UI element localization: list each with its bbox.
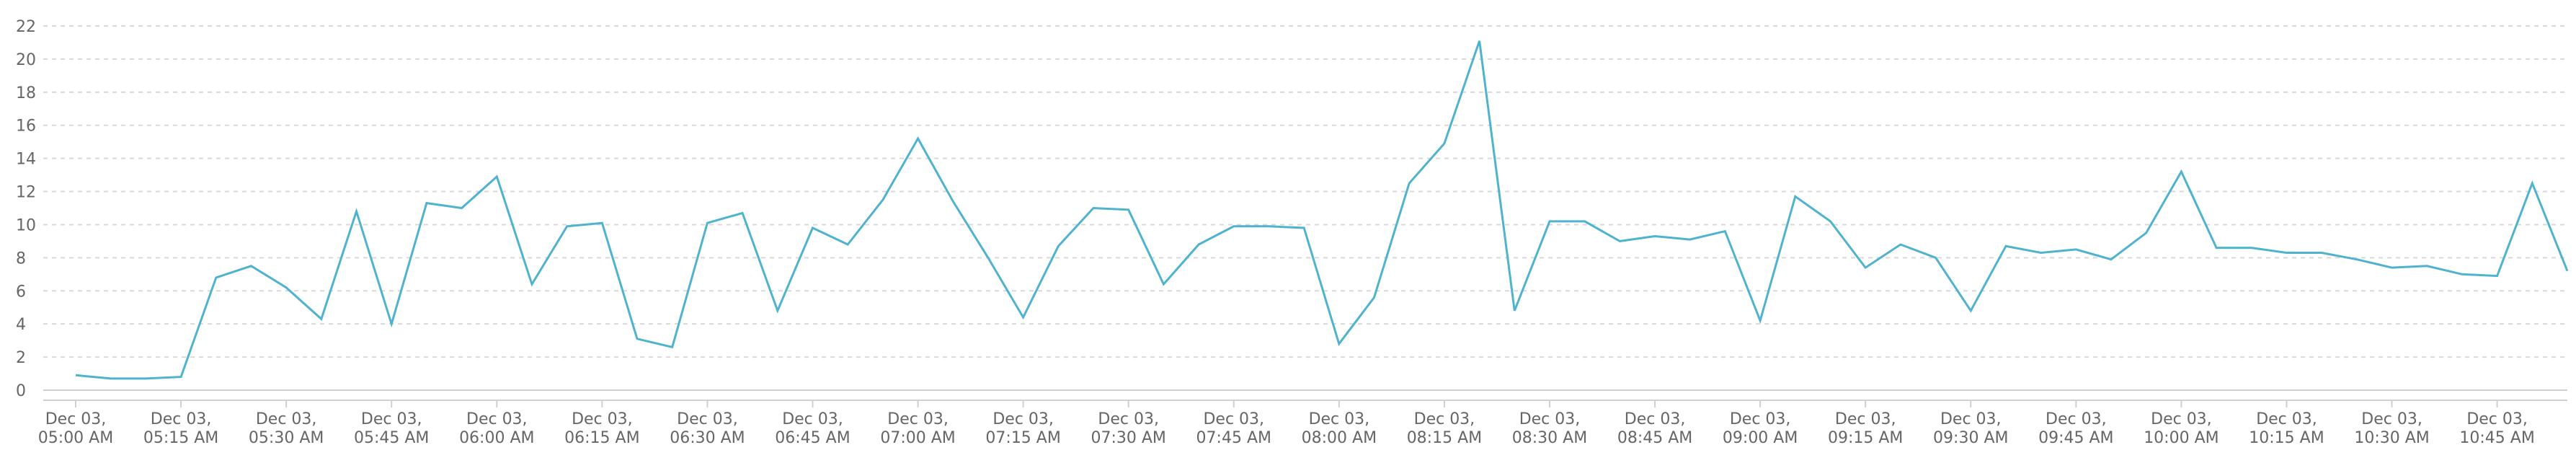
x-tick-label-time: 08:45 AM bbox=[1617, 429, 1692, 447]
x-tick-label-date: Dec 03, bbox=[256, 410, 317, 428]
x-tick-label-time: 09:30 AM bbox=[1933, 429, 2008, 447]
y-tick-label: 20 bbox=[16, 51, 36, 69]
y-tick-label: 2 bbox=[16, 349, 26, 367]
x-tick-label-time: 08:30 AM bbox=[1512, 429, 1587, 447]
x-tick-label-time: 06:45 AM bbox=[775, 429, 850, 447]
y-tick-label: 16 bbox=[16, 118, 36, 136]
x-tick-label-time: 05:15 AM bbox=[143, 429, 218, 447]
x-tick-label-time: 06:30 AM bbox=[670, 429, 745, 447]
x-tick-label-date: Dec 03, bbox=[2361, 410, 2422, 428]
y-tick-label: 14 bbox=[16, 151, 36, 169]
x-tick-label-time: 08:00 AM bbox=[1302, 429, 1377, 447]
x-tick-label-date: Dec 03, bbox=[572, 410, 633, 428]
x-tick-label-date: Dec 03, bbox=[1730, 410, 1791, 428]
x-tick-label-date: Dec 03, bbox=[1940, 410, 2002, 428]
series-layer bbox=[75, 40, 2569, 380]
x-tick-label-time: 06:00 AM bbox=[459, 429, 534, 447]
y-axis-ticks: 0 2 4 6 8 10 12 14 16 18 20 22 bbox=[16, 18, 36, 400]
x-tick-label-date: Dec 03, bbox=[992, 410, 1054, 428]
x-tick-label-date: Dec 03, bbox=[1203, 410, 1264, 428]
x-tick-label-time: 09:00 AM bbox=[1723, 429, 1798, 447]
x-tick-label-date: Dec 03, bbox=[2466, 410, 2528, 428]
x-tick-label-time: 07:00 AM bbox=[880, 429, 955, 447]
x-tick-label-time: 05:00 AM bbox=[38, 429, 113, 447]
x-tick-label-date: Dec 03, bbox=[1414, 410, 1475, 428]
x-tick-label-time: 06:15 AM bbox=[564, 429, 639, 447]
x-tick-label-date: Dec 03, bbox=[782, 410, 843, 428]
x-tick-label-time: 10:30 AM bbox=[2354, 429, 2429, 447]
x-tick-label-time: 10:45 AM bbox=[2459, 429, 2534, 447]
series-line bbox=[75, 40, 2569, 380]
x-tick-label-date: Dec 03, bbox=[2046, 410, 2107, 428]
x-tick-label-time: 09:15 AM bbox=[1828, 429, 1903, 447]
x-tick-label-date: Dec 03, bbox=[1835, 410, 1896, 428]
x-tick-label-date: Dec 03, bbox=[1309, 410, 1370, 428]
x-tick-label-date: Dec 03, bbox=[1098, 410, 1159, 428]
x-tick-label-time: 10:15 AM bbox=[2249, 429, 2324, 447]
x-tick-label-time: 05:30 AM bbox=[249, 429, 324, 447]
x-tick-label-time: 05:45 AM bbox=[354, 429, 429, 447]
x-tick-label-time: 07:15 AM bbox=[985, 429, 1060, 447]
x-tick-label-time: 08:15 AM bbox=[1407, 429, 1482, 447]
x-tick-label-date: Dec 03, bbox=[151, 410, 212, 428]
x-tick-label-time: 07:45 AM bbox=[1196, 429, 1271, 447]
x-tick-label-time: 09:45 AM bbox=[2038, 429, 2113, 447]
grid-layer bbox=[43, 25, 2567, 401]
x-tick-label-date: Dec 03, bbox=[2256, 410, 2317, 428]
x-tick-label-date: Dec 03, bbox=[45, 410, 107, 428]
x-tick-label-time: 10:00 AM bbox=[2144, 429, 2219, 447]
x-tick-label-time: 07:30 AM bbox=[1091, 429, 1165, 447]
x-tick-label-date: Dec 03, bbox=[1519, 410, 1581, 428]
y-tick-label: 18 bbox=[16, 84, 36, 102]
y-tick-label: 12 bbox=[16, 184, 36, 202]
x-tick-label-date: Dec 03, bbox=[466, 410, 528, 428]
y-tick-label: 0 bbox=[16, 382, 26, 400]
x-tick-label-date: Dec 03, bbox=[887, 410, 949, 428]
x-tick-label-date: Dec 03, bbox=[1625, 410, 1686, 428]
x-tick-label-date: Dec 03, bbox=[677, 410, 738, 428]
y-tick-label: 10 bbox=[16, 216, 36, 234]
x-tick-label-date: Dec 03, bbox=[361, 410, 422, 428]
y-tick-label: 6 bbox=[16, 283, 26, 301]
y-tick-label: 4 bbox=[16, 316, 26, 334]
y-tick-label: 22 bbox=[16, 18, 36, 36]
y-tick-label: 8 bbox=[16, 250, 26, 268]
x-tick-label-date: Dec 03, bbox=[2151, 410, 2212, 428]
